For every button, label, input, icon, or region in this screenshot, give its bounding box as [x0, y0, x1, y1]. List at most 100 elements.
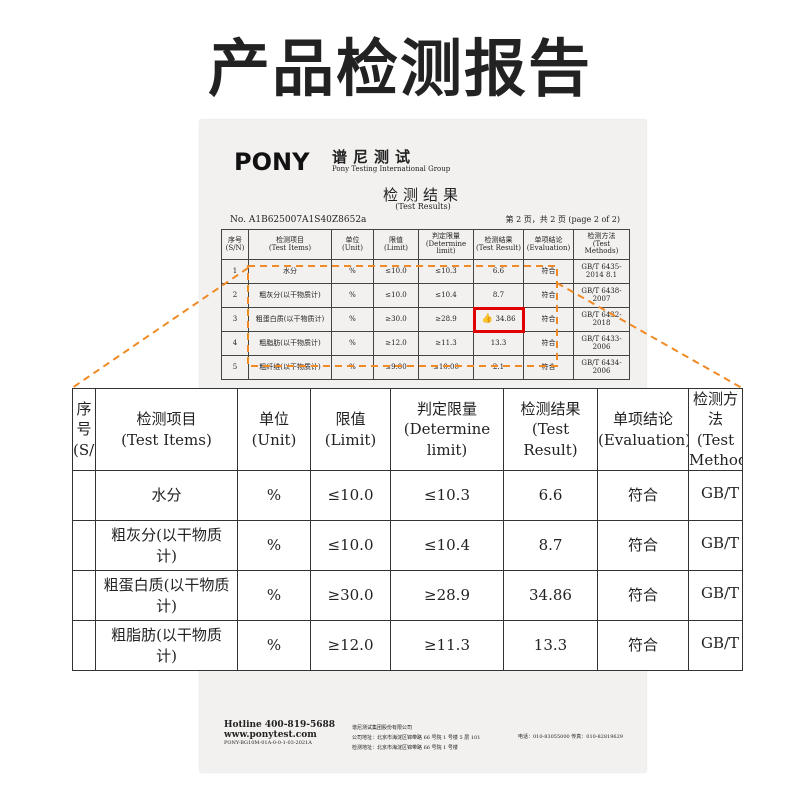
zoomed-header-determine-limit: 判定限量 (Determine limit)	[390, 388, 504, 471]
small-cell-test-item: 粗灰分(以干物质计)	[248, 283, 332, 308]
zoomed-cell-text: GB/T 6438-2007	[701, 534, 742, 552]
zoomed-cell-text: ≥30.0	[327, 586, 374, 605]
page-info: 第 2 页，共 2 页 (page 2 of 2)	[505, 215, 620, 224]
report-results-table: 序号 (S/N) 检测项目 (Test Items) 单位 (Unit) 限值 (Li…	[221, 229, 630, 380]
small-cell-test-item: 粗脂肪(以干物质计)	[248, 331, 332, 356]
small-cell-test-result: 2.1	[473, 355, 524, 380]
small-cell-text: %	[349, 314, 356, 323]
zoomed-cell-test-item: 粗蛋白质(以干物质 计)	[95, 570, 238, 621]
zoomed-cell-text: 水分	[151, 486, 182, 505]
small-cell-limit: ≤10.0	[373, 283, 419, 308]
zoomed-cell-text: 6.6	[538, 486, 563, 505]
zoomed-cell-text: ≤10.4	[424, 536, 470, 555]
small-header-test-result: 检测结果 (Test Result)	[473, 229, 524, 260]
zoomed-cell-text: 粗脂肪(以干物质 计)	[111, 626, 222, 665]
zoomed-cell-sn	[72, 620, 96, 671]
small-cell-evaluation: 符合	[523, 355, 574, 380]
small-cell-text: 符合	[541, 314, 556, 323]
zoomed-cell-determine-limit: ≤10.3	[390, 470, 504, 521]
small-cell-text: 粗灰分(以干物质计)	[259, 290, 321, 299]
small-cell-test-item: 水分	[248, 259, 332, 284]
zoomed-cell-unit: %	[237, 520, 311, 571]
zoomed-header-test-item: 检测项目 (Test Items)	[95, 388, 238, 471]
table-row: 粗蛋白质(以干物质 计)% ≥30.0 ≥28.9 34.86 符合 GB/T 6432-…	[72, 570, 743, 621]
small-cell-text: 4	[232, 338, 238, 347]
small-cell-determine-limit: ≤10.4	[418, 283, 474, 308]
small-cell-evaluation: 符合	[523, 283, 574, 308]
small-cell-determine-limit: ≥28.9	[418, 307, 474, 332]
pony-logo: PONY	[234, 148, 310, 176]
small-cell-text: 符合	[541, 266, 556, 275]
zoomed-cell-test-item: 粗灰分(以干物质 计)	[95, 520, 238, 571]
small-cell-text: %	[349, 290, 356, 299]
zoomed-cell-limit: ≤10.0	[310, 470, 391, 521]
table-row: 3 粗蛋白质(以干物质计)% ≥30.0 ≥28.9 👍 34.86 符合 GB/T 643…	[221, 306, 630, 333]
zoomed-cell-text: ≤10.3	[424, 486, 470, 505]
small-cell-sn: 3	[221, 307, 249, 332]
small-header-unit: 单位 (Unit)	[331, 229, 374, 260]
small-cell-text: ≥11.3	[435, 338, 457, 347]
small-cell-text: 8.7	[492, 290, 505, 299]
small-cell-test-result: 6.6	[473, 259, 524, 284]
table-row: 1 水分% ≤10.0 ≤10.3 6.6 符合 GB/T 6435-2014 8.1	[221, 259, 630, 284]
small-cell-evaluation: 符合	[523, 331, 574, 356]
small-cell-text: GB/T 6433-2006	[581, 334, 622, 351]
zoomed-cell-test-result: 13.3	[503, 620, 598, 671]
zoomed-cell-test-method: GB/T 6435-2014	[688, 470, 743, 521]
small-cell-test-result: 13.3	[473, 331, 524, 356]
zoomed-cell-text: ≥12.0	[327, 636, 374, 655]
small-cell-limit: ≤10.0	[373, 259, 419, 284]
small-cell-text: 粗纤维(以干物质计)	[259, 362, 321, 371]
zoomed-cell-determine-limit: ≥11.3	[390, 620, 504, 671]
zoomed-cell-text: %	[266, 536, 282, 555]
zoomed-cell-text: ≥11.3	[424, 636, 470, 655]
zoomed-cell-test-result: 6.6	[503, 470, 598, 521]
small-cell-text: 34.86	[495, 314, 516, 323]
zoomed-cell-text: 符合	[627, 536, 658, 555]
small-cell-text: %	[349, 362, 356, 371]
small-cell-text: 粗蛋白质(以干物质计)	[255, 314, 325, 323]
small-cell-text: ≤10.00	[433, 362, 459, 371]
page-title: 产品检测报告	[207, 32, 592, 105]
footer-address-block: 谱尼测试集团股份有限公司 公司地址：北京市海淀区锦带路 66 号院 1 号楼 5…	[352, 723, 480, 753]
small-cell-text: 符合	[541, 338, 556, 347]
small-cell-sn: 5	[221, 355, 249, 380]
small-cell-text: %	[349, 338, 356, 347]
zoomed-cell-unit: %	[237, 470, 311, 521]
zoomed-cell-unit: %	[237, 620, 311, 671]
small-header-determine-limit: 判定限量 (Determine limit)	[418, 229, 474, 260]
zoomed-cell-limit: ≥30.0	[310, 570, 391, 621]
small-cell-limit: ≥30.0	[373, 307, 419, 332]
zoomed-cell-text: 符合	[627, 636, 658, 655]
small-cell-text: %	[349, 266, 356, 275]
zoomed-cell-sn	[72, 570, 96, 621]
report-subtitle: (Test Results)	[395, 202, 451, 211]
zoomed-cell-text: GB/T 6432-2018	[701, 584, 742, 602]
zoomed-cell-test-item: 粗脂肪(以干物质 计)	[95, 620, 238, 671]
small-cell-test-method: GB/T 6434-2006	[573, 355, 630, 380]
small-cell-test-method: GB/T 6433-2006	[573, 331, 630, 356]
footer-company: 谱尼测试集团股份有限公司	[352, 725, 413, 731]
document-code: PONY-BG10M-01A-0-0-1-03-2021A	[224, 740, 312, 746]
zoomed-header-evaluation: 单项结论 (Evaluation)	[597, 388, 689, 471]
small-cell-test-item: 粗纤维(以干物质计)	[248, 355, 332, 380]
zoomed-cell-test-method: GB/T 6432-2018	[688, 570, 743, 621]
zoomed-cell-sn	[72, 520, 96, 571]
small-cell-limit: ≥12.0	[373, 331, 419, 356]
small-cell-text: 6.6	[492, 266, 505, 275]
zoomed-cell-text: 34.86	[529, 586, 572, 605]
small-cell-determine-limit: ≥11.3	[418, 331, 474, 356]
zoomed-cell-determine-limit: ≤10.4	[390, 520, 504, 571]
table-row: 4 粗脂肪(以干物质计)% ≥12.0 ≥11.3 13.3 符合 GB/T 6433-20…	[221, 331, 630, 356]
zoomed-cell-text: 符合	[627, 486, 658, 505]
small-cell-text: GB/T 6432-2018	[581, 310, 622, 327]
zoomed-cell-text: %	[266, 636, 282, 655]
zoomed-header-sn: 序号 (S/N)	[72, 388, 96, 471]
small-cell-text: 3	[232, 314, 238, 323]
zoomed-results-table: 序号 (S/N)检测项目 (Test Items)单位 (Unit)限值 (Li…	[72, 388, 743, 671]
small-cell-unit: %	[331, 259, 374, 284]
small-cell-text: GB/T 6435-2014 8.1	[581, 262, 622, 279]
zoomed-cell-text: GB/T 6435-2014	[701, 484, 742, 502]
zoomed-cell-test-result: 8.7	[503, 520, 598, 571]
zoomed-cell-test-result: 34.86	[503, 570, 598, 621]
